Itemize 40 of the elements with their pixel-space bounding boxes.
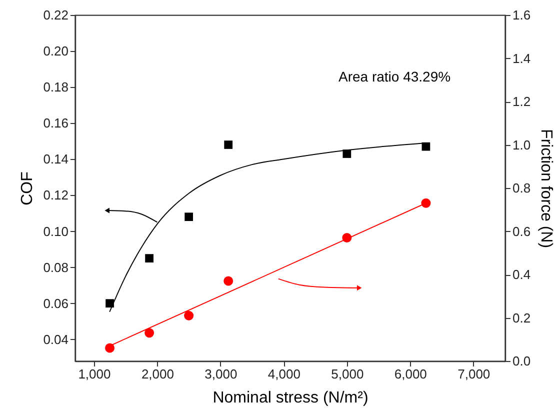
point xyxy=(105,343,115,353)
y-tick-label: 0.06 xyxy=(43,296,68,311)
y-axis-title: COF xyxy=(19,171,36,206)
point xyxy=(342,150,352,158)
y2-tick-label: 0.4 xyxy=(512,267,531,282)
point xyxy=(184,310,194,320)
point xyxy=(224,276,234,286)
y-tick-label: 0.10 xyxy=(43,224,68,239)
annotation: Area ratio 43.29% xyxy=(338,68,451,85)
point xyxy=(144,328,154,338)
y-tick-label: 0.22 xyxy=(43,8,68,22)
x-tick-label: 7,000 xyxy=(458,366,490,382)
y2-tick-label: 0.0 xyxy=(512,354,531,368)
point xyxy=(145,254,154,262)
x-tick-label: 6,000 xyxy=(394,366,427,382)
y2-tick-label: 1.2 xyxy=(512,94,531,109)
x-tick-label: 3,000 xyxy=(204,366,238,382)
x-tick-label: 4,000 xyxy=(268,366,300,382)
x-tick-label: 1,000 xyxy=(78,366,111,382)
point xyxy=(106,299,114,308)
y2-tick-label: 1.6 xyxy=(512,8,531,22)
y-tick-label: 0.16 xyxy=(43,116,68,131)
y-tick-label: 0.08 xyxy=(43,260,68,275)
y2-axis-title: Friction force (N) xyxy=(538,128,554,248)
y2-tick-label: 0.2 xyxy=(512,310,531,326)
y-tick-label: 0.04 xyxy=(43,332,68,347)
y-tick-label: 0.18 xyxy=(43,80,68,95)
y2-tick-label: 1.4 xyxy=(512,50,531,66)
y2-tick-label: 0.8 xyxy=(512,180,531,196)
point xyxy=(224,140,233,149)
y-tick-label: 0.20 xyxy=(43,44,68,59)
point xyxy=(421,198,431,208)
x-tick-label: 5,000 xyxy=(331,366,364,382)
x-axis-title: Nominal stress (N/m²) xyxy=(212,390,368,406)
y-tick-label: 0.14 xyxy=(43,152,68,167)
y-tick-label: 0.12 xyxy=(43,188,68,203)
x-tick-label: 2,000 xyxy=(141,366,174,382)
point xyxy=(184,212,194,222)
y2-tick-label: 1.0 xyxy=(512,137,531,152)
y2-tick-label: 0.6 xyxy=(512,224,531,239)
